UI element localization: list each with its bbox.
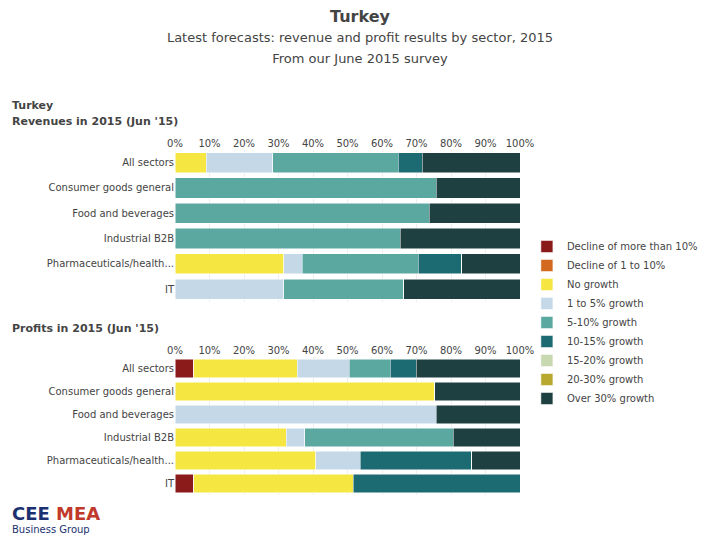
svg-text:90%: 90% <box>474 345 496 356</box>
svg-text:Consumer goods general: Consumer goods general <box>49 386 175 397</box>
svg-text:Consumer goods general: Consumer goods general <box>49 182 175 193</box>
svg-text:60%: 60% <box>371 345 393 356</box>
svg-text:70%: 70% <box>405 138 427 149</box>
svg-text:Industrial B2B: Industrial B2B <box>104 432 174 443</box>
svg-text:30%: 30% <box>267 138 289 149</box>
svg-text:15-20% growth: 15-20% growth <box>567 355 644 366</box>
svg-text:1 to 5% growth: 1 to 5% growth <box>567 298 644 309</box>
svg-text:CEE: CEE <box>12 503 50 524</box>
svg-text:Turkey: Turkey <box>12 99 53 112</box>
svg-text:Industrial B2B: Industrial B2B <box>104 233 174 244</box>
svg-text:No growth: No growth <box>567 279 619 290</box>
svg-text:70%: 70% <box>405 345 427 356</box>
svg-text:Food and beverages: Food and beverages <box>72 409 174 420</box>
svg-text:10%: 10% <box>198 345 220 356</box>
svg-text:Decline of 1 to 10%: Decline of 1 to 10% <box>567 260 665 271</box>
svg-text:60%: 60% <box>371 138 393 149</box>
svg-text:All sectors: All sectors <box>122 363 174 374</box>
svg-text:20-30% growth: 20-30% growth <box>567 374 644 385</box>
svg-text:Pharmaceuticals/health...: Pharmaceuticals/health... <box>47 455 174 466</box>
svg-text:20%: 20% <box>233 345 255 356</box>
svg-text:0%: 0% <box>167 345 183 356</box>
svg-text:50%: 50% <box>336 138 358 149</box>
svg-text:5-10% growth: 5-10% growth <box>567 317 637 328</box>
svg-text:All sectors: All sectors <box>122 157 174 168</box>
svg-text:IT: IT <box>165 284 175 295</box>
svg-text:Pharmaceuticals/health...: Pharmaceuticals/health... <box>47 258 174 269</box>
svg-text:10%: 10% <box>198 138 220 149</box>
svg-text:MEA: MEA <box>56 503 100 524</box>
svg-text:50%: 50% <box>336 345 358 356</box>
svg-text:0%: 0% <box>167 138 183 149</box>
svg-text:IT: IT <box>165 478 175 489</box>
svg-text:TurkeyLatest forecasts: revenu: TurkeyLatest forecasts: revenue and prof… <box>167 7 553 67</box>
svg-text:20%: 20% <box>233 138 255 149</box>
svg-text:80%: 80% <box>440 345 462 356</box>
svg-text:Revenues in 2015 (Jun '15): Revenues in 2015 (Jun '15) <box>12 115 178 128</box>
svg-text:30%: 30% <box>267 345 289 356</box>
svg-text:100%: 100% <box>506 138 535 149</box>
svg-text:10-15% growth: 10-15% growth <box>567 336 644 347</box>
svg-text:80%: 80% <box>440 138 462 149</box>
svg-text:Business Group: Business Group <box>12 524 90 535</box>
svg-text:Over 30% growth: Over 30% growth <box>567 393 654 404</box>
svg-text:Profits in 2015 (Jun '15): Profits in 2015 (Jun '15) <box>12 322 159 335</box>
svg-text:40%: 40% <box>302 138 324 149</box>
svg-text:90%: 90% <box>474 138 496 149</box>
svg-text:100%: 100% <box>506 345 535 356</box>
svg-text:Decline of more than 10%: Decline of more than 10% <box>567 241 698 252</box>
svg-text:Food and beverages: Food and beverages <box>72 208 174 219</box>
svg-text:40%: 40% <box>302 345 324 356</box>
